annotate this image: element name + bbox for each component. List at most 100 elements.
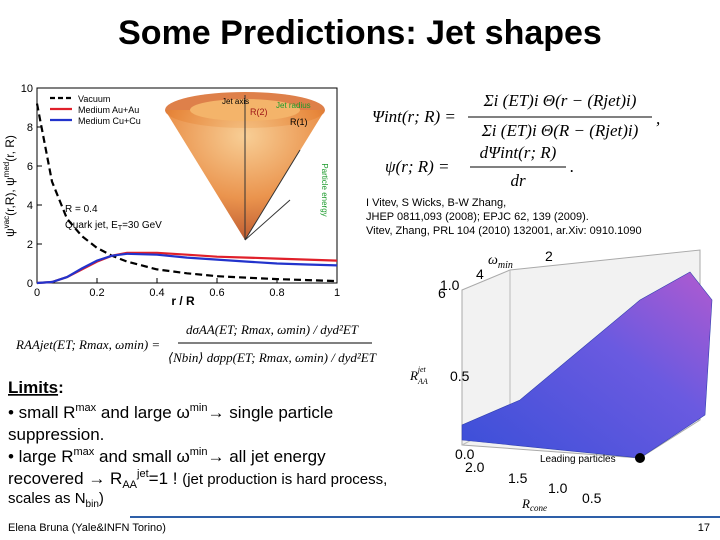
- annotation: T: [118, 225, 123, 232]
- annotation: =30 GeV: [122, 220, 162, 231]
- text: jet: [136, 468, 149, 480]
- formula: .: [570, 157, 574, 176]
- text: AA: [122, 479, 137, 491]
- y-tick-label: 6: [27, 161, 33, 173]
- text: → single particle: [207, 403, 333, 422]
- text: jet: [417, 365, 427, 374]
- legend-label: Medium Cu+Cu: [78, 116, 141, 126]
- inset-label: Particle energy: [320, 163, 329, 216]
- y-tick-label: 8: [27, 122, 33, 134]
- formula: dr: [510, 171, 526, 190]
- y-axis-label: ψvac(r,R), ψmed(r, R): [2, 135, 17, 237]
- tick-label: 0.5: [582, 490, 602, 506]
- text: min: [498, 260, 513, 271]
- text: • large R: [8, 447, 73, 466]
- formula: ψ(r; R) =: [385, 157, 450, 176]
- text: bin: [86, 499, 99, 510]
- tick-label: 1.0: [440, 277, 460, 293]
- x-tick-label: 0.6: [209, 287, 224, 299]
- tick-label: 2.0: [465, 459, 485, 475]
- inset-label: Jet radius: [276, 101, 311, 110]
- x-tick-label: 1: [334, 287, 340, 299]
- limits-line: • small Rmax and large ωmin→ single part…: [8, 402, 333, 422]
- legend-label: Medium Au+Au: [78, 105, 139, 115]
- text: R: [521, 496, 530, 511]
- series-line: [36, 252, 338, 285]
- reference-line: Vitev, Zhang, PRL 104 (2010) 132001, ar.…: [366, 225, 642, 237]
- text: max: [75, 402, 96, 414]
- formula: dΨint(r; R): [480, 143, 557, 162]
- text: cone: [530, 503, 547, 513]
- text: → all jet energy: [207, 447, 326, 466]
- footer-author: Elena Bruna (Yale&INFN Torino): [8, 522, 166, 534]
- text: ω: [488, 253, 498, 268]
- tick-label: 2: [545, 248, 553, 264]
- cone-inset: Jet axis Jet radius R(2) R(1) Particle e…: [165, 92, 329, 241]
- x-tick-label: 0.4: [149, 287, 164, 299]
- axis-label: Rcone: [521, 496, 547, 513]
- annotation: Quark jet, ET=30 GeV: [65, 220, 162, 232]
- limits-line: • large Rmax and small ωmin→ all jet ene…: [8, 446, 326, 466]
- text: • small R: [8, 403, 75, 422]
- y-tick-label: 4: [27, 200, 33, 212]
- formula: ,: [656, 109, 660, 128]
- reference-line: JHEP 0811,093 (2008); EPJC 62, 139 (2009…: [366, 211, 589, 223]
- x-tick-label: 0.8: [269, 287, 284, 299]
- tick-label: 1.5: [508, 470, 528, 486]
- annotation: Leading particles: [540, 454, 616, 465]
- tick-label: 0.0: [455, 446, 475, 462]
- y-tick-label: 0: [27, 278, 33, 290]
- text: =1 !: [149, 469, 183, 488]
- limits-line: scales as Nbin): [8, 490, 104, 510]
- axis-label: ωmin: [488, 253, 513, 271]
- limits-heading: Limits: [8, 378, 58, 397]
- text: scales as N: [8, 490, 86, 507]
- inset-label: R(2): [250, 107, 268, 117]
- y-label-part: (r,R), ψ: [3, 177, 17, 216]
- plot-frame: [36, 87, 338, 284]
- tick-label: 1.0: [548, 480, 568, 496]
- raa-formula: RAAjet(ET; Rmax, ωmin) = dσAA(ET; Rmax, …: [15, 322, 377, 365]
- text: (jet production is hard process,: [182, 471, 387, 488]
- inset-label: R(1): [290, 117, 308, 127]
- tick-label: 0.5: [450, 368, 470, 384]
- y-tick-label: 10: [21, 83, 33, 95]
- y-label-part: med: [2, 162, 11, 178]
- formulas: Ψint(r; R) = Σi (ET)i Θ(r − (Rjet)i) Σi …: [372, 91, 660, 190]
- y-label-part: ψ: [3, 228, 17, 237]
- limits-heading: :: [58, 378, 64, 397]
- text: max: [73, 446, 94, 458]
- text: min: [190, 446, 208, 458]
- text: and large ω: [96, 403, 190, 422]
- formula: Ψint(r; R) =: [372, 107, 456, 126]
- y-tick-label: 2: [27, 239, 33, 251]
- x-tick-label: 0.2: [89, 287, 104, 299]
- text: AA: [417, 377, 428, 386]
- inset-label: Jet axis: [222, 97, 249, 106]
- text: recovered → R: [8, 469, 122, 488]
- series-line: [35, 103, 338, 283]
- x-tick-label: 0: [34, 287, 40, 299]
- page-number: 17: [698, 522, 710, 534]
- text: ): [99, 490, 104, 507]
- tick-label: 4: [476, 266, 484, 282]
- tick-label: 6: [438, 285, 446, 301]
- formula: dσAA(ET; Rmax, ωmin) / dyd²ET: [186, 322, 359, 337]
- reference-line: I Vitev, S Wicks, B-W Zhang,: [366, 197, 506, 209]
- annotation: R = 0.4: [65, 204, 98, 215]
- formula: Σi (ET)i Θ(R − (Rjet)i): [481, 121, 639, 140]
- reference: I Vitev, S Wicks, B-W Zhang, JHEP 0811,0…: [366, 197, 642, 237]
- y-label-part: (r, R): [3, 135, 17, 162]
- text: R: [409, 368, 418, 383]
- text: and small ω: [94, 447, 189, 466]
- formula: ⟨Nbin⟩ dσpp(ET; Rmax, ωmin) / dyd²ET: [168, 350, 377, 365]
- slide-title: Some Predictions: Jet shapes: [118, 14, 602, 52]
- limits-heading: Limits:: [8, 378, 64, 397]
- axis-label: RAA jet: [409, 365, 428, 386]
- text: min: [190, 402, 208, 414]
- surface-plot: ωmin 2 4 6 RAAjet 1.0 0.5 0.0 2.0 1.5 1.…: [409, 248, 713, 513]
- formula: Σi (ET)i Θ(r − (Rjet)i): [483, 91, 637, 110]
- limits-line: suppression.: [8, 425, 104, 444]
